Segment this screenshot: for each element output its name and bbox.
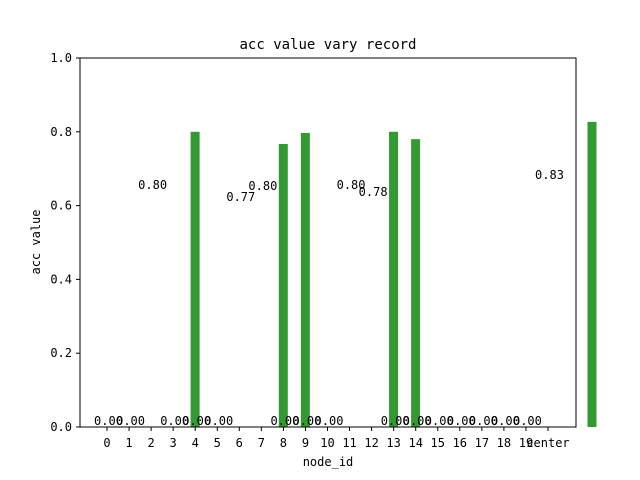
x-tick-label-0: 0 [103, 436, 110, 450]
y-tick-label-1.0: 1.0 [50, 51, 72, 65]
data-label-center: 0.83 [535, 168, 564, 182]
x-tick-label-19: 19 [519, 436, 533, 450]
x-tick-label-4: 4 [192, 436, 199, 450]
y-tick-label-0.4: 0.4 [50, 272, 72, 286]
bar-11 [389, 131, 399, 428]
data-label-4: 0.00 [182, 414, 211, 428]
bar-12 [411, 139, 421, 427]
data-label-17: 0.00 [469, 414, 498, 428]
x-tick-label-16: 16 [453, 436, 467, 450]
x-tick-label-11: 11 [342, 436, 356, 450]
data-label-18: 0.00 [491, 414, 520, 428]
data-label-1: 0.00 [116, 414, 145, 428]
data-label-15: 0.00 [425, 414, 454, 428]
x-tick-label-1: 1 [125, 436, 132, 450]
bar-center [587, 121, 597, 427]
chart-title: acc value vary record [239, 37, 416, 53]
y-tick-label-0.0: 0.0 [50, 420, 72, 434]
data-label-19: 0.00 [513, 414, 542, 428]
x-tick-label-7: 7 [258, 436, 265, 450]
data-labels-group: 0.000.000.800.000.000.000.770.800.000.00… [94, 168, 564, 428]
x-tick-label-10: 10 [320, 436, 334, 450]
x-tick-label-18: 18 [497, 436, 511, 450]
data-label-12: 0.78 [359, 185, 388, 199]
data-label-5: 0.00 [204, 414, 233, 428]
x-tick-label-14: 14 [408, 436, 422, 450]
data-label-0: 0.00 [94, 414, 123, 428]
bar-2 [190, 131, 200, 428]
data-label-2: 0.80 [138, 178, 167, 192]
data-label-6: 0.77 [226, 190, 255, 204]
bar-6 [278, 143, 288, 428]
x-tick-label-13: 13 [386, 436, 400, 450]
x-tick-label-2: 2 [147, 436, 154, 450]
bars-group [190, 121, 597, 428]
bar-7 [300, 132, 310, 427]
x-tick-label-center: center [526, 436, 569, 450]
x-axis-label: node_id [303, 455, 354, 469]
x-tick-label-17: 17 [475, 436, 489, 450]
data-label-11: 0.80 [337, 178, 366, 192]
data-label-13: 0.00 [381, 414, 410, 428]
x-tick-label-6: 6 [236, 436, 243, 450]
y-ticks-group: 0.0 0.2 0.4 0.6 0.8 1.0 [50, 51, 80, 434]
data-label-7: 0.80 [248, 179, 277, 193]
x-tick-label-12: 12 [364, 436, 378, 450]
data-label-8: 0.00 [270, 414, 299, 428]
data-label-9: 0.00 [292, 414, 321, 428]
data-label-16: 0.00 [447, 414, 476, 428]
y-axis-label: acc value [29, 209, 43, 274]
x-tick-label-5: 5 [214, 436, 221, 450]
x-tick-label-9: 9 [302, 436, 309, 450]
data-label-14: 0.00 [403, 414, 432, 428]
data-label-10: 0.00 [315, 414, 344, 428]
y-tick-label-0.6: 0.6 [50, 199, 72, 213]
x-tick-label-15: 15 [431, 436, 445, 450]
plot-frame [79, 57, 577, 428]
x-tick-label-8: 8 [280, 436, 287, 450]
data-label-3: 0.00 [160, 414, 189, 428]
x-tick-label-3: 3 [170, 436, 177, 450]
y-tick-label-0.8: 0.8 [50, 125, 72, 139]
y-tick-label-0.2: 0.2 [50, 346, 72, 360]
